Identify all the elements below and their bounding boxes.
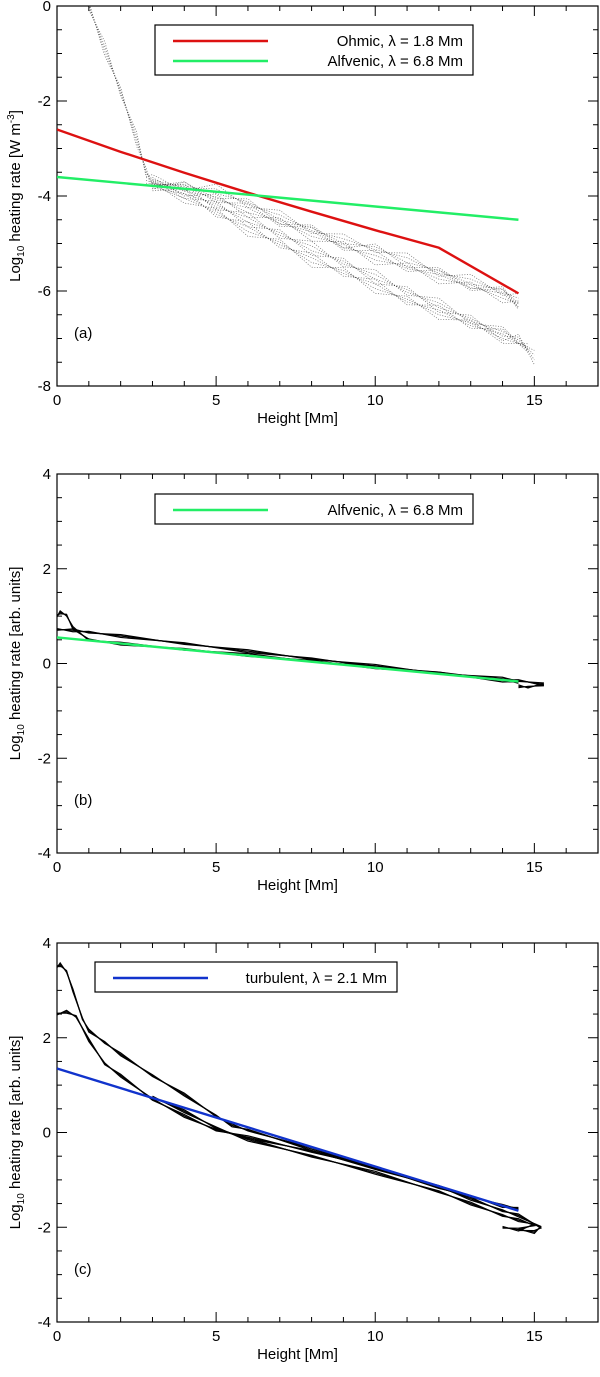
x-tick-label: 5 [212,392,220,409]
legend-label-0: turbulent, λ = 2.1 Mm [246,970,387,987]
x-axis-label: Height [Mm] [257,410,338,427]
y-axis-label-mid: heating rate [W m [7,123,24,246]
legend-label-0: Alfvenic, λ = 6.8 Mm [328,502,463,519]
y-tick-label: 2 [43,561,51,578]
y-tick-label: -8 [38,378,51,395]
scatter-curve [152,177,519,304]
scatter-curve [146,182,535,356]
y-tick-label: 0 [43,1125,51,1142]
y-axis-label-sub: 10 [16,724,27,736]
x-tick-label: 0 [53,1328,61,1345]
scatter-curve [57,961,519,1210]
x-tick-label: 15 [526,1328,543,1345]
scatter-curve [152,179,519,305]
plot-area [57,6,535,365]
scatter-curve [145,177,535,365]
scatter-curve [145,179,535,361]
scatter-curve [152,187,529,350]
y-tick-label: -2 [38,93,51,110]
legend-label-1: Alfvenic, λ = 6.8 Mm [328,53,463,70]
scatter-curve [152,184,529,347]
y-tick-label: -6 [38,283,51,300]
y-axis-label-sup: -3 [6,114,17,123]
x-tick-label: 10 [367,1328,384,1345]
y-tick-label: 4 [43,466,51,483]
y-tick-label: 0 [43,0,51,15]
plot-frame [56,942,599,1323]
legend-label-0: Ohmic, λ = 1.8 Mm [337,33,463,50]
x-tick-label: 15 [526,859,543,876]
y-axis-label: Log10 heating rate [arb. units] [7,1036,27,1230]
scatter-curve [152,1096,537,1231]
y-tick-label: 4 [43,935,51,952]
panel-label: (b) [74,792,92,809]
y-tick-label: -4 [38,1314,51,1331]
y-axis-label-sub: 10 [16,245,27,257]
scatter-curve [152,1095,537,1232]
x-tick-label: 5 [212,1328,220,1345]
panel-label: (c) [74,1261,92,1278]
y-axis-label-mid: heating rate [arb. units] [7,1036,24,1194]
scatter-curve [152,1097,537,1229]
plot-area [57,961,543,1235]
y-axis-label-mid: heating rate [arb. units] [7,567,24,725]
x-tick-label: 15 [526,392,543,409]
plot-area [57,609,545,689]
series-line-0 [57,128,520,295]
scatter-curve [88,7,519,299]
x-tick-label: 0 [53,859,61,876]
scatter-curve [57,963,519,1209]
y-axis-label-pre: Log [7,257,24,282]
y-axis-label: Log10 heating rate [W m-3] [6,110,27,282]
scatter-curve [152,188,529,353]
y-tick-label: -2 [38,1219,51,1236]
x-tick-label: 5 [212,859,220,876]
x-axis-label: Height [Mm] [257,1346,338,1363]
scatter-curve [57,1011,542,1233]
scatter-curve [152,182,519,307]
x-tick-label: 0 [53,392,61,409]
y-axis-label-pre: Log [7,735,24,760]
y-axis-label-pre: Log [7,1204,24,1229]
legend-box [154,24,474,76]
panel-label: (a) [74,325,92,342]
x-tick-label: 10 [367,392,384,409]
y-axis-label-post: ] [7,110,24,114]
scatter-curve [57,1012,542,1235]
y-tick-label: -4 [38,188,51,205]
y-tick-label: 0 [43,656,51,673]
scatter-curve [146,183,535,351]
y-tick-label: -4 [38,845,51,862]
scatter-curve [57,965,519,1209]
scatter-curve [57,1009,543,1232]
series-line-0 [57,636,519,683]
scatter-curve [152,181,519,310]
y-tick-label: -2 [38,750,51,767]
scatter-curve [152,181,528,345]
scatter-curve [89,6,519,308]
y-axis-label-sub: 10 [16,1193,27,1205]
y-tick-label: 2 [43,1030,51,1047]
x-tick-label: 10 [367,859,384,876]
scatter-curve [88,10,519,296]
y-axis-label: Log10 heating rate [arb. units] [7,567,27,761]
x-axis-label: Height [Mm] [257,877,338,894]
series-line-1 [57,175,519,221]
series-line-0 [57,1067,519,1212]
